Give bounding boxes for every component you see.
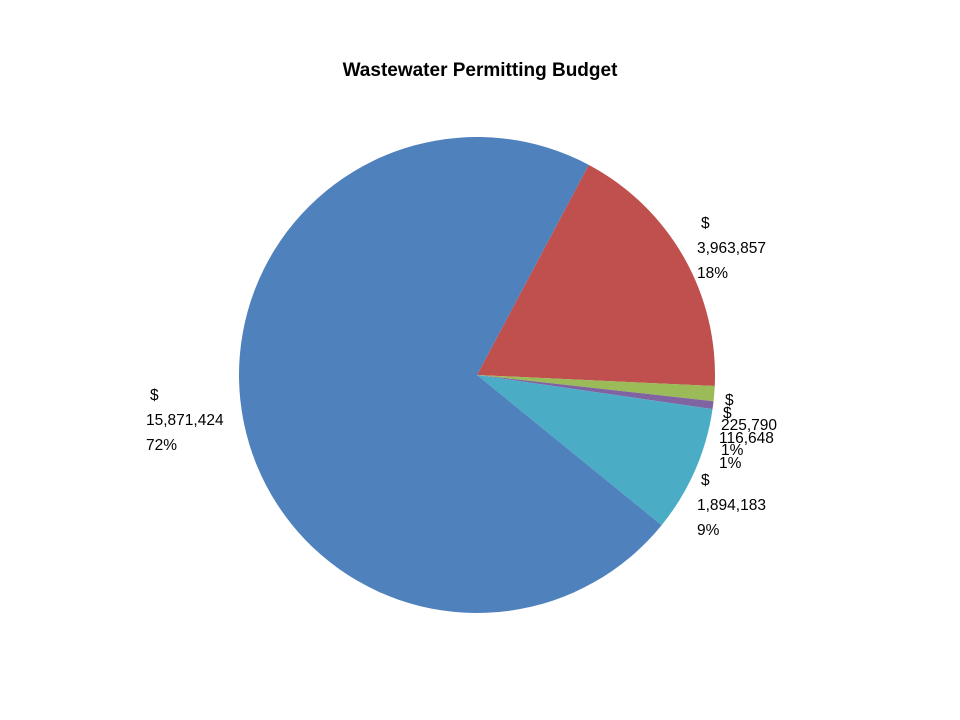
slice-currency-label-4: $ — [150, 387, 159, 404]
pie-slice-3 — [477, 375, 713, 526]
slice-percent-label-0: 18% — [697, 265, 728, 282]
pie-labels: $3,963,85718%$225,7901%$116,6481%$1,894,… — [146, 215, 777, 539]
pie-slices — [239, 137, 715, 614]
slice-value-label-2: 116,648 — [719, 430, 774, 447]
pie-slice-4 — [239, 137, 662, 614]
slice-percent-label-2: 1% — [719, 455, 742, 472]
slice-currency-label-1: $ — [725, 392, 734, 409]
slice-percent-label-3: 9% — [697, 522, 720, 539]
slice-value-label-1: 225,790 — [721, 417, 777, 434]
chart-title: Wastewater Permitting Budget — [342, 60, 618, 81]
slice-currency-label-3: $ — [701, 472, 710, 489]
slice-currency-label-2: $ — [723, 405, 732, 422]
slice-value-label-0: 3,963,857 — [697, 240, 766, 257]
pie-slice-0 — [477, 164, 715, 387]
pie-slice-1 — [477, 375, 715, 402]
slice-percent-label-1: 1% — [721, 442, 744, 459]
slice-currency-label-0: $ — [701, 215, 710, 232]
slice-value-label-4: 15,871,424 — [146, 412, 224, 429]
slice-percent-label-4: 72% — [146, 437, 177, 454]
slice-value-label-3: 1,894,183 — [697, 497, 766, 514]
pie-slice-2 — [477, 375, 714, 410]
